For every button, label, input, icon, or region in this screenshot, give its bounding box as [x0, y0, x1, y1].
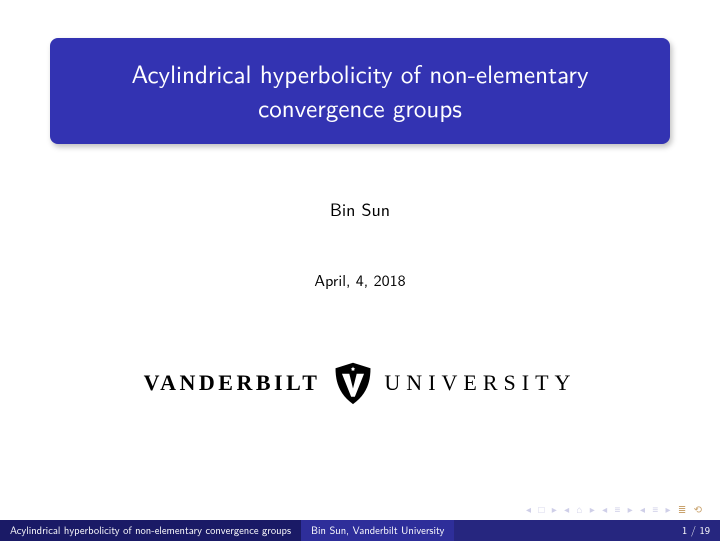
slide-title: Acylindrical hyperbolicity of non-elemen… [70, 56, 650, 124]
slide-date: April, 4, 2018 [0, 268, 720, 291]
footer-page-number: 1 / 19 [454, 520, 720, 541]
shield-v-icon [330, 360, 376, 406]
slide: Acylindrical hyperbolicity of non-elemen… [0, 0, 720, 541]
nav-tail-icons[interactable]: ≣ ⟲ [678, 502, 704, 517]
logo-word-left: VANDERBILT [144, 370, 321, 395]
institution-logo: VANDERBILT UNIVERSITY [0, 360, 720, 406]
footer-bar: Acylindrical hyperbolicity of non-elemen… [0, 520, 720, 541]
footer-author-institution: Bin Sun, Vanderbilt University [301, 520, 454, 541]
nav-group-icons[interactable]: ◂ □ ▸ ◂ ⌂ ▸ ◂ ≡ ▸ ◂ ≡ ▸ [526, 502, 673, 517]
author-name: Bin Sun [0, 195, 720, 222]
beamer-nav-symbols[interactable]: ◂ □ ▸ ◂ ⌂ ▸ ◂ ≡ ▸ ◂ ≡ ▸ ≣ ⟲ [526, 502, 704, 517]
logo-word-right: UNIVERSITY [384, 370, 576, 395]
title-block: Acylindrical hyperbolicity of non-elemen… [50, 38, 670, 144]
footer-short-title: Acylindrical hyperbolicity of non-elemen… [0, 520, 301, 541]
